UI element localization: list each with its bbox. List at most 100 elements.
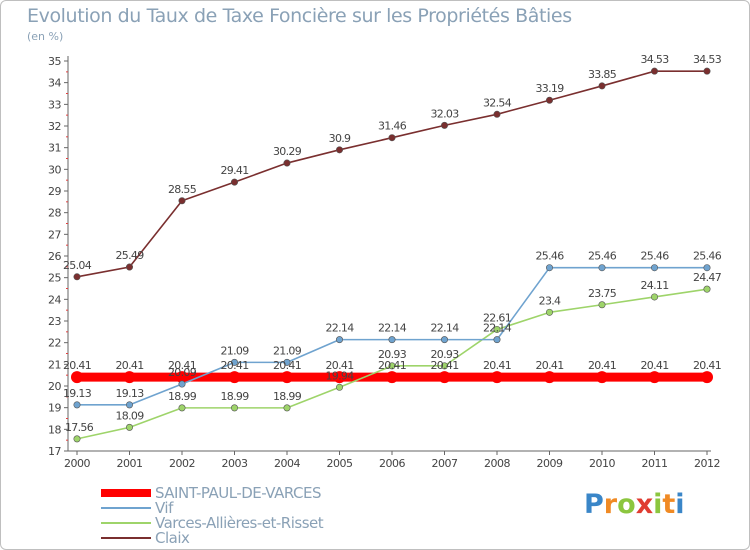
data-point	[440, 336, 448, 344]
data-label: 22.14	[378, 322, 407, 335]
data-label: 20.41	[168, 359, 196, 372]
data-label: 20.09	[168, 366, 197, 379]
y-tick-label: 17	[48, 445, 61, 458]
data-label: 21.09	[273, 344, 302, 357]
data-label: 23.4	[539, 294, 561, 307]
data-label: 29.41	[221, 164, 249, 177]
data-point	[598, 82, 606, 90]
data-point	[493, 336, 501, 344]
data-point	[231, 358, 239, 366]
data-label: 18.99	[273, 390, 302, 403]
data-label: 19.13	[116, 387, 145, 400]
data-point	[71, 371, 83, 384]
y-tick-label: 24	[48, 293, 61, 306]
logo-letter: x	[635, 489, 654, 520]
data-point	[491, 371, 503, 384]
x-tick-label: 2012	[694, 457, 720, 470]
data-point	[73, 273, 81, 281]
y-tick-label: 23	[48, 315, 61, 328]
y-tick-label: 22	[48, 337, 61, 350]
legend-label: SAINT-PAUL-DE-VARCES	[155, 484, 322, 502]
data-label: 20.41	[116, 359, 144, 372]
data-point	[126, 423, 134, 431]
data-point	[388, 362, 396, 370]
y-tick-label: 21	[48, 358, 61, 371]
logo-letter: P	[584, 489, 604, 520]
data-point	[493, 325, 501, 333]
data-label: 34.53	[641, 53, 670, 66]
y-tick-label: 19	[48, 402, 61, 415]
legend-swatch	[101, 522, 151, 524]
x-tick-label: 2010	[589, 457, 615, 470]
y-tick-label: 26	[48, 250, 61, 263]
data-point	[388, 134, 396, 142]
legend-label: Vif	[155, 499, 173, 517]
data-label: 20.93	[431, 348, 460, 361]
y-tick-label: 25	[48, 272, 61, 285]
data-point	[333, 371, 346, 384]
data-point	[703, 264, 711, 272]
data-point	[545, 96, 553, 104]
data-label: 20.41	[431, 359, 459, 372]
data-point	[176, 371, 188, 384]
x-tick-label: 2011	[642, 457, 668, 470]
y-tick-label: 31	[48, 142, 61, 155]
data-point	[545, 308, 553, 316]
data-label: 20.41	[588, 359, 616, 372]
logo-letter: i	[675, 489, 685, 520]
data-label: 22.14	[326, 322, 355, 335]
data-label: 32.54	[483, 96, 512, 109]
data-point	[283, 404, 291, 412]
legend-label: Varces-Allières-et-Risset	[155, 514, 324, 532]
unit-label: (en %)	[27, 30, 64, 43]
y-tick-label: 28	[48, 207, 61, 220]
data-point	[440, 121, 448, 129]
data-label: 20.41	[483, 359, 511, 372]
y-tick-label: 35	[48, 55, 61, 68]
data-label: 33.85	[588, 68, 617, 81]
x-tick-label: 2000	[64, 457, 90, 470]
data-point	[231, 178, 239, 186]
data-label: 28.55	[168, 183, 197, 196]
y-tick-label: 32	[48, 120, 61, 133]
legend-swatch	[101, 537, 151, 539]
x-tick-label: 2001	[117, 457, 143, 470]
x-tick-label: 2003	[222, 457, 248, 470]
logo-letter: i	[653, 489, 663, 520]
data-label: 25.46	[588, 250, 617, 263]
x-tick-label: 2009	[537, 457, 563, 470]
data-label: 22.14	[431, 322, 460, 335]
data-label: 21.09	[221, 344, 250, 357]
data-label: 20.41	[641, 359, 669, 372]
data-point	[440, 362, 448, 370]
data-point	[388, 336, 396, 344]
legend-swatch	[101, 489, 151, 497]
y-tick-label: 33	[48, 98, 61, 111]
data-point	[701, 371, 713, 384]
data-label: 31.46	[378, 120, 407, 133]
data-point	[648, 371, 661, 384]
x-tick-label: 2002	[169, 457, 195, 470]
data-label: 20.41	[221, 359, 249, 372]
data-point	[73, 401, 81, 409]
data-label: 24.11	[641, 279, 669, 292]
y-tick-label: 29	[48, 185, 61, 198]
x-tick-label: 2006	[379, 457, 405, 470]
data-point	[123, 371, 136, 384]
data-point	[650, 293, 658, 301]
data-point	[438, 371, 451, 384]
data-point	[703, 67, 711, 75]
data-point	[231, 404, 239, 412]
data-point	[493, 110, 501, 118]
data-point	[283, 358, 291, 366]
chart-title: Evolution du Taux de Taxe Foncière sur l…	[27, 5, 572, 27]
data-label: 25.49	[116, 249, 145, 262]
legend-swatch	[101, 507, 151, 509]
data-point	[178, 380, 186, 388]
x-tick-label: 2004	[274, 457, 300, 470]
x-tick-label: 2007	[432, 457, 458, 470]
data-label: 18.09	[116, 409, 145, 422]
series-line-claix	[76, 70, 707, 278]
